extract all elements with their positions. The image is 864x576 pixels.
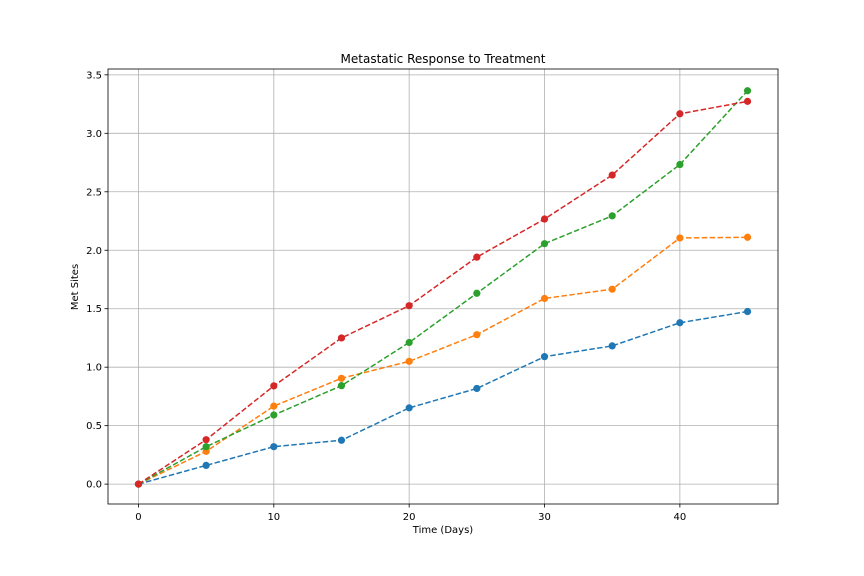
data-point: [473, 289, 481, 297]
data-point: [202, 436, 210, 444]
data-point: [540, 240, 549, 248]
x-tick-label: 20: [403, 512, 416, 523]
y-tick-label: 2.5: [86, 187, 102, 198]
series-2: [134, 233, 752, 488]
y-tick-label: 3.0: [86, 129, 102, 140]
series-3: [134, 87, 752, 488]
x-tick-label: 40: [674, 512, 687, 523]
series-1: [134, 307, 752, 488]
data-point: [405, 357, 413, 365]
data-point: [337, 382, 346, 390]
data-point: [743, 233, 752, 241]
ticks: 0 10 20 30 40 0.0 0.5 1.0 1.5 2.0 2.5 3.0 3.5: [86, 70, 686, 523]
data-point: [608, 212, 616, 220]
series-line: [138, 90, 749, 485]
data-point: [134, 480, 143, 488]
data-point: [473, 331, 481, 339]
data-point: [676, 234, 684, 242]
data-point: [608, 285, 616, 293]
x-tick-label: 10: [267, 512, 280, 523]
y-tick-label: 0.5: [86, 421, 102, 432]
plot-frame: [107, 68, 779, 505]
data-point: [337, 436, 346, 444]
data-point: [270, 402, 278, 410]
data-point: [676, 110, 684, 118]
data-point: [676, 160, 684, 169]
series-4: [134, 97, 752, 488]
data-point: [405, 338, 413, 347]
y-tick-label: 3.5: [86, 70, 102, 81]
data-point: [337, 334, 346, 342]
data-point: [405, 302, 413, 310]
data-point: [608, 342, 616, 350]
data-point: [270, 411, 278, 419]
data-point: [202, 443, 210, 451]
y-tick-label: 0.0: [86, 480, 102, 491]
chart-title: Metastatic Response to Treatment: [341, 52, 546, 66]
y-tick-label: 2.0: [86, 246, 102, 257]
data-point: [473, 384, 481, 393]
series-line: [138, 236, 748, 485]
data-point: [743, 97, 752, 105]
data-point: [540, 353, 549, 361]
data-point: [473, 253, 481, 261]
x-tick-label: 30: [538, 512, 551, 523]
data-point: [405, 404, 413, 412]
data-point: [743, 87, 752, 95]
y-tick-label: 1.5: [86, 304, 102, 315]
y-tick-label: 1.0: [86, 363, 102, 374]
series-line: [138, 100, 748, 485]
x-axis-label: Time (Days): [412, 525, 474, 536]
data-point: [270, 443, 278, 451]
x-tick-label: 0: [135, 512, 141, 523]
data-point: [608, 171, 616, 179]
data-point: [540, 215, 549, 223]
data-point: [540, 294, 549, 303]
grid: [108, 69, 778, 504]
data-point: [270, 382, 278, 390]
data-point: [202, 461, 210, 470]
data-point: [676, 319, 684, 327]
data-point: [337, 374, 346, 382]
series-line: [138, 310, 748, 485]
series-layer: [134, 87, 752, 488]
y-axis-label: Met Sites: [70, 264, 81, 310]
data-point: [743, 307, 752, 316]
